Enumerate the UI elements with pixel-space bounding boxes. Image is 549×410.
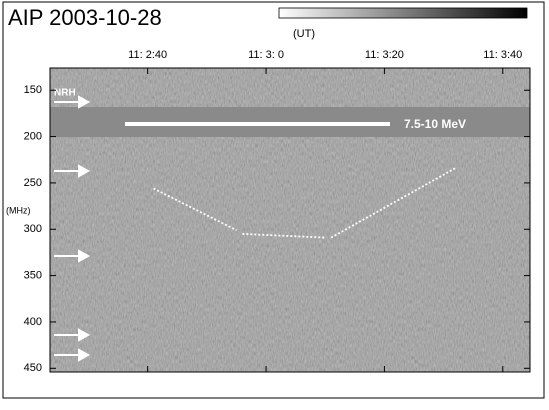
y-tick-label: 150 [24,84,42,96]
band-label: 7.5-10 MeV [404,117,466,131]
plot-border [49,67,531,373]
plot-area: 7.5-10 MeV NRH [49,67,531,373]
x-tick-label: 11: 3: 0 [248,49,284,61]
colorbar [278,7,528,19]
y-tick-label: 450 [24,362,42,374]
x-axis-label: (UT) [293,28,315,40]
y-tick-label: 350 [24,270,42,282]
dotted-trace [153,167,456,239]
x-tick-label: 11: 3:20 [365,49,404,61]
frame [2,1,545,399]
x-tick-label: 11: 2:40 [128,49,167,61]
instrument-label: NRH [54,88,76,99]
x-tick-label: 11: 3:40 [483,49,522,61]
chart-title: AIP 2003-10-28 [8,5,162,30]
y-tick-label: 200 [24,130,42,142]
arrows [54,95,91,362]
y-axis-label: (MHz) [6,205,31,215]
y-tick-label: 300 [24,223,42,235]
y-tick-label: 400 [24,316,42,328]
y-tick-label: 250 [24,177,42,189]
